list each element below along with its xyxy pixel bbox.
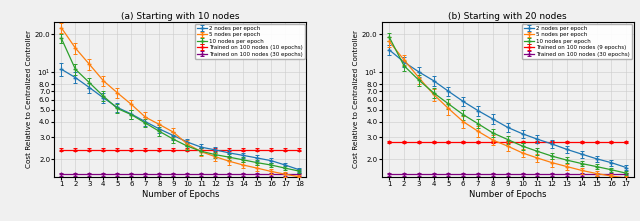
Legend: 2 nodes per epoch, 5 nodes per epoch, 10 nodes per epoch, Trained on 100 nodes (: 2 nodes per epoch, 5 nodes per epoch, 10… bbox=[522, 24, 632, 59]
Y-axis label: Cost Relative to Centralized Controller: Cost Relative to Centralized Controller bbox=[353, 30, 359, 168]
Y-axis label: Cost Relative to Centralized Controller: Cost Relative to Centralized Controller bbox=[26, 30, 32, 168]
X-axis label: Number of Epochs: Number of Epochs bbox=[141, 190, 219, 199]
Title: (a) Starting with 10 nodes: (a) Starting with 10 nodes bbox=[121, 12, 239, 21]
X-axis label: Number of Epochs: Number of Epochs bbox=[469, 190, 547, 199]
Legend: 2 nodes per epoch, 5 nodes per epoch, 10 nodes per epoch, Trained on 100 nodes (: 2 nodes per epoch, 5 nodes per epoch, 10… bbox=[195, 24, 305, 59]
Title: (b) Starting with 20 nodes: (b) Starting with 20 nodes bbox=[449, 12, 567, 21]
